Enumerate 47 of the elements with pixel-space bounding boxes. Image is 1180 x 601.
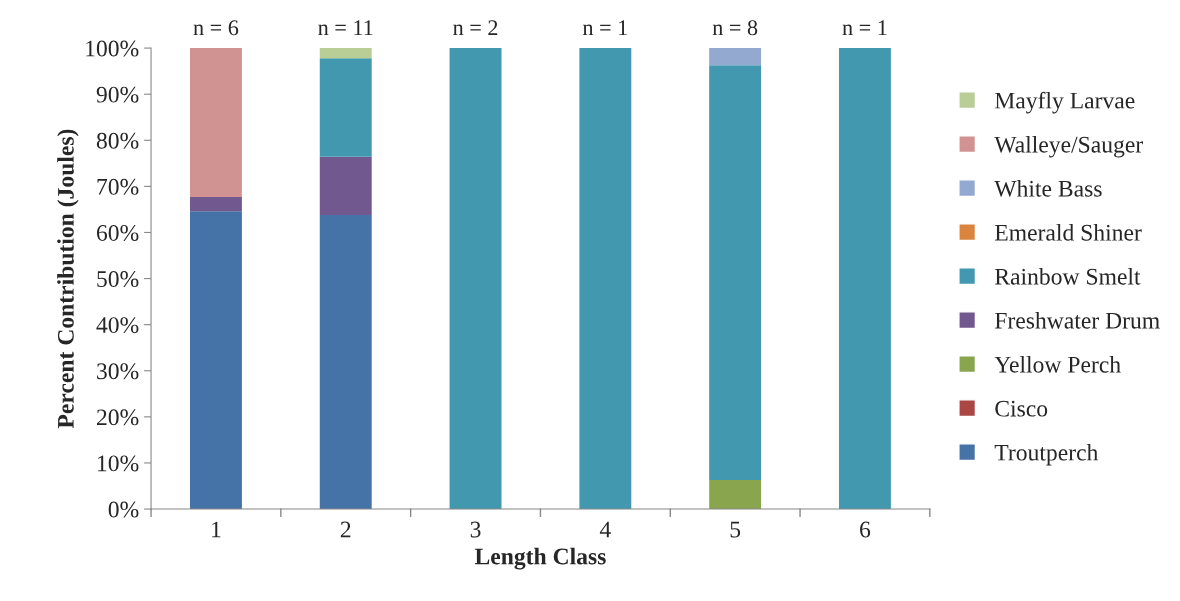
y-tick-label: 90%: [96, 86, 139, 103]
annotation: n = 6: [193, 20, 239, 36]
y-tick-label: 0%: [108, 501, 139, 518]
y-axis-title: Percent Contribution (Joules): [57, 129, 79, 429]
y-tick-label: 10%: [98, 455, 139, 472]
bar: [709, 48, 762, 66]
annotation: n = 8: [712, 20, 758, 36]
legend-label: Rainbow Smelt: [994, 268, 1141, 285]
legend-label: Troutperch: [994, 443, 1099, 466]
y-tick-label: 40%: [96, 317, 139, 334]
legend-label: Freshwater Drum: [994, 312, 1160, 329]
x-tick-label: 6: [860, 521, 871, 538]
bar: [709, 65, 762, 481]
y-tick-label: 60%: [96, 224, 139, 241]
bar: [319, 48, 372, 59]
bar: [579, 48, 632, 510]
legend-label: White Bass: [994, 180, 1102, 197]
x-axis-title: Length Class: [474, 547, 606, 570]
x-tick-label: 2: [340, 521, 351, 538]
legend-label: Emerald Shiner: [994, 224, 1142, 241]
annotation: n = 1: [582, 20, 627, 36]
legend-label: Walleye/Sauger: [994, 136, 1143, 158]
x-tick-label: 1: [212, 521, 221, 538]
annotation: n = 11: [318, 20, 373, 36]
y-tick-label: 30%: [97, 363, 139, 380]
bar: [319, 58, 372, 157]
x-tick-label: 3: [470, 521, 481, 538]
bar: [189, 196, 242, 212]
bar: [189, 211, 242, 510]
y-tick-label: 20%: [96, 409, 139, 426]
bar: [319, 214, 372, 510]
x-tick-label: 5: [730, 521, 741, 538]
legend-label: Cisco: [995, 400, 1048, 417]
y-tick-label: 100%: [86, 40, 139, 57]
annotation: n = 1: [842, 20, 887, 36]
bar: [709, 480, 762, 510]
bar: [189, 48, 242, 197]
bar: [449, 48, 502, 510]
x-tick-label: 4: [599, 521, 611, 538]
y-tick-label: 70%: [97, 178, 139, 195]
legend-label: Mayfly Larvae: [994, 91, 1135, 114]
legend-label: Yellow Perch: [994, 356, 1121, 373]
bar: [838, 48, 891, 510]
y-tick-label: 50%: [97, 271, 139, 288]
y-tick-label: 80%: [96, 132, 139, 149]
annotation: n = 2: [453, 20, 498, 36]
bar: [319, 156, 372, 215]
